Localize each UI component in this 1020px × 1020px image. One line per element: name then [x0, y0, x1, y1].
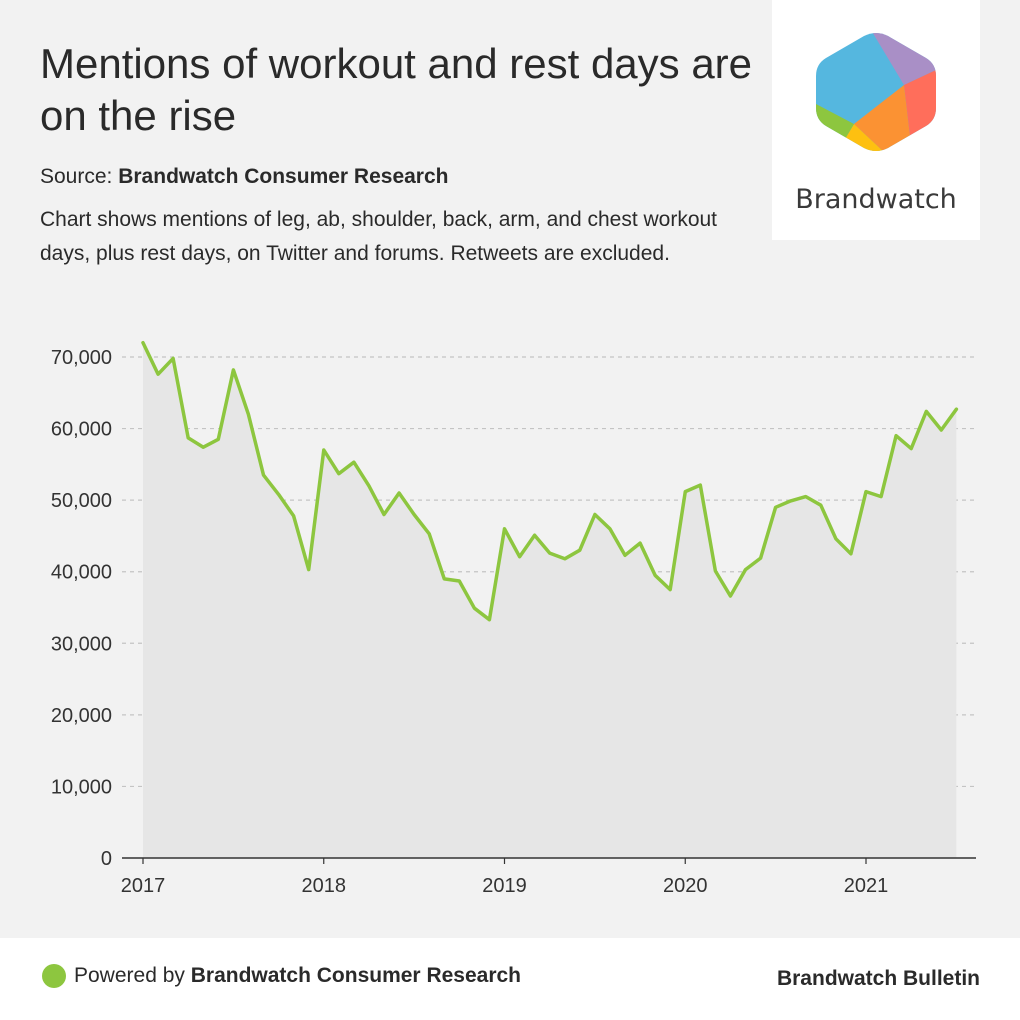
powered-prefix: Powered by [74, 964, 191, 987]
y-tick-label: 10,000 [51, 776, 112, 798]
bulletin-label: Brandwatch Bulletin [776, 967, 980, 990]
y-tick-label: 40,000 [51, 562, 112, 584]
green-dot-icon [42, 964, 66, 988]
chart-description: Chart shows mentions of leg, ab, shoulde… [40, 208, 718, 265]
y-tick-label: 0 [101, 848, 112, 870]
x-tick-label: 2021 [844, 875, 889, 897]
powered-name: Brandwatch Consumer Research [190, 964, 522, 987]
y-tick-label: 20,000 [51, 705, 112, 727]
x-tick-label: 2020 [663, 875, 708, 897]
x-tick-label: 2019 [482, 875, 527, 897]
x-tick-label: 2018 [302, 875, 347, 897]
footer: Powered by Brandwatch Consumer Research … [0, 938, 1020, 1020]
powered-by: Powered by Brandwatch Consumer Research [74, 964, 521, 988]
y-tick-label: 70,000 [51, 347, 112, 369]
source-prefix: Source: [40, 165, 119, 188]
x-tick-label: 2017 [121, 875, 166, 897]
y-axis: 0 10,000 20,000 30,000 40,000 50,000 60,000 70,… [51, 347, 112, 870]
brandwatch-logo: Brandwatch [772, 0, 980, 240]
x-axis: 2017 2018 2019 2020 2021 [121, 858, 889, 897]
y-tick-label: 50,000 [51, 490, 112, 512]
area-fill [143, 342, 957, 858]
source-name: Brandwatch Consumer Research [118, 165, 449, 188]
chart-title: Mentions of workout and rest days are on… [40, 40, 753, 139]
y-tick-label: 60,000 [51, 419, 112, 441]
brandwatch-hexagon-icon [816, 33, 936, 151]
source-line: Source: Brandwatch Consumer Research [40, 165, 449, 189]
line-chart: 0 10,000 20,000 30,000 40,000 50,000 60,000 70,… [51, 340, 976, 897]
brandwatch-wordmark: Brandwatch [795, 184, 957, 215]
series-line [141, 340, 959, 622]
y-tick-label: 30,000 [51, 633, 112, 655]
